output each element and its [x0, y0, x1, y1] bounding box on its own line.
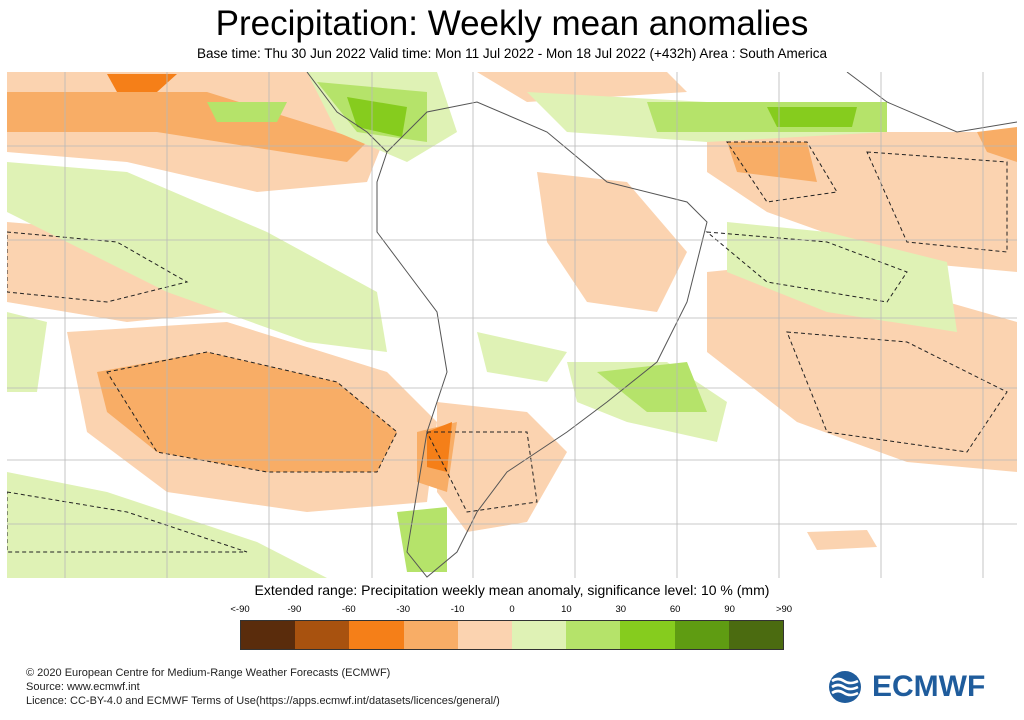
legend-title: Extended range: Precipitation weekly mea… — [254, 582, 770, 598]
copyright-text: © 2020 European Centre for Medium-Range … — [26, 667, 391, 679]
ecmwf-logo-text: ECMWF — [872, 670, 986, 703]
extreme-negative-anomaly-areas — [107, 74, 452, 472]
color-bar-swatch — [674, 621, 729, 649]
strong-negative-anomaly-areas — [7, 92, 1017, 492]
color-bar-swatch — [457, 621, 513, 649]
color-bar-swatch — [566, 621, 621, 649]
legend-tick-label: 0 — [509, 604, 515, 615]
anomaly-map — [7, 72, 1017, 578]
legend-tick-label: 60 — [669, 604, 681, 615]
legend-tick-label: 30 — [615, 604, 627, 615]
legend-tick-label: -10 — [450, 604, 465, 615]
legend-tick-label: 10 — [561, 604, 572, 615]
coastlines — [306, 72, 1017, 578]
map-title: Precipitation: Weekly mean anomalies — [215, 4, 809, 43]
color-bar-swatch — [728, 621, 784, 649]
color-bar — [240, 620, 784, 650]
color-bar-swatch — [349, 621, 404, 649]
source-text: Source: www.ecmwf.int — [26, 681, 140, 693]
color-bar-swatch — [620, 621, 675, 649]
legend-tick-label: -60 — [341, 604, 356, 615]
legend-tick-label: -30 — [396, 604, 411, 615]
extreme-positive-anomaly-areas — [347, 97, 857, 137]
color-bar-swatch — [512, 621, 567, 649]
color-bar-swatch — [295, 621, 350, 649]
lat-lon-grid — [7, 72, 1017, 578]
ecmwf-logo-icon — [829, 671, 861, 703]
legend-tick-label: 90 — [724, 604, 735, 615]
legend-tick-label: <-90 — [230, 604, 250, 615]
color-bar-swatch — [241, 621, 296, 649]
legend-tick-label: >90 — [775, 604, 793, 615]
licence-text: Licence: CC-BY-4.0 and ECMWF Terms of Us… — [26, 695, 500, 707]
ecmwf-logo: ECMWF — [828, 670, 985, 704]
legend-tick-label: -90 — [287, 604, 302, 615]
color-bar-swatch — [403, 621, 458, 649]
map-subtitle: Base time: Thu 30 Jun 2022 Valid time: M… — [197, 46, 827, 61]
footer: © 2020 European Centre for Medium-Range … — [26, 666, 500, 708]
